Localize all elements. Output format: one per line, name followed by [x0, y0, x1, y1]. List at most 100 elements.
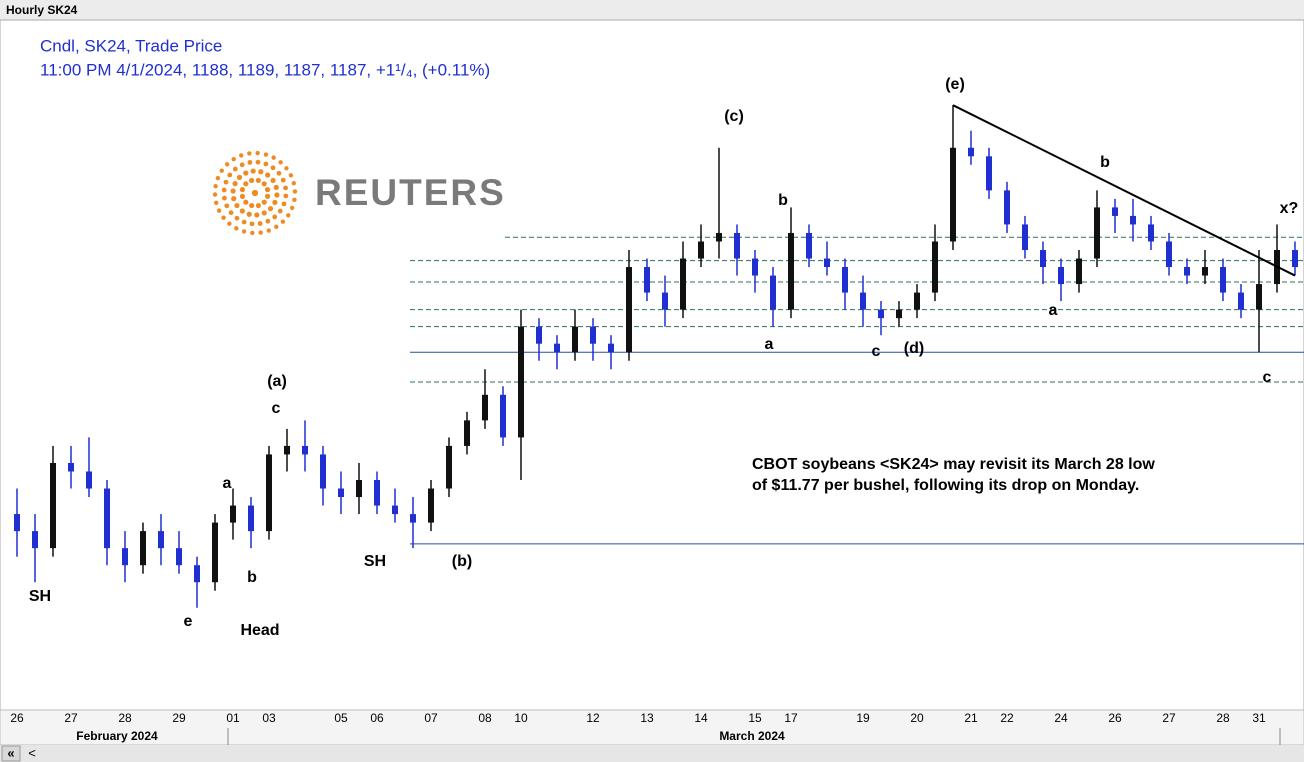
candle-body: [950, 147, 956, 242]
logo-dot: [292, 197, 297, 203]
wave-label: c: [872, 343, 881, 360]
logo-dot: [261, 210, 267, 216]
scroll-left-icon[interactable]: <: [28, 745, 36, 760]
candle-body: [230, 505, 236, 523]
candle-body: [500, 394, 506, 438]
x-tick-label: 13: [640, 711, 654, 725]
logo-dot: [284, 166, 289, 171]
logo-dot: [231, 196, 237, 202]
x-tick-label: 07: [424, 711, 438, 725]
logo-dot: [255, 202, 261, 209]
logo-dot: [250, 230, 255, 236]
logo-dot: [215, 175, 221, 181]
candle-body: [914, 292, 920, 310]
logo-dot: [261, 199, 267, 205]
logo-dot: [273, 184, 279, 190]
wave-label: x?: [1280, 200, 1299, 217]
x-tick-label: 31: [1252, 711, 1266, 725]
wave-label: b: [247, 569, 257, 586]
logo-dot: [243, 199, 249, 205]
x-tick-label: 08: [478, 711, 492, 725]
candle-body: [356, 480, 362, 498]
candle-body: [788, 232, 794, 310]
candle-body: [752, 258, 758, 276]
candle-body: [266, 454, 272, 532]
logo-dot: [263, 152, 269, 157]
wave-label: (a): [267, 373, 287, 390]
candle-body: [968, 147, 974, 157]
candle-body: [1040, 250, 1046, 268]
candle-body: [464, 420, 470, 446]
candle-body: [1130, 215, 1136, 225]
logo-dot: [232, 166, 238, 172]
logo-dot: [280, 177, 286, 183]
wave-label: a: [1049, 302, 1058, 319]
candle-body: [608, 343, 614, 353]
candle-body: [626, 267, 632, 353]
logo-dot: [234, 215, 240, 221]
logo-dot: [224, 162, 230, 167]
x-tick-label: 01: [226, 711, 240, 725]
logo-dot: [267, 206, 274, 212]
x-tick-label: 26: [10, 711, 24, 725]
wave-label: a: [223, 475, 232, 492]
candle-body: [32, 531, 38, 549]
candle-body: [446, 445, 452, 489]
candle-body: [1292, 250, 1298, 268]
logo-dot: [288, 173, 294, 178]
logo-dot: [286, 213, 291, 218]
logo-dot: [281, 201, 287, 207]
logo-dot: [234, 226, 239, 231]
wave-label: Head: [240, 622, 279, 639]
wave-label: c: [1263, 369, 1272, 386]
x-tick-label: 19: [856, 711, 870, 725]
reuters-logo: [212, 150, 298, 236]
candle-body: [1004, 190, 1010, 225]
candle-body: [14, 514, 20, 532]
logo-dot: [221, 187, 227, 193]
candle-body: [1094, 207, 1100, 259]
logo-dot: [239, 208, 245, 214]
x-tick-label: 20: [910, 711, 924, 725]
logo-dot: [283, 193, 289, 199]
candle-body: [1076, 258, 1082, 285]
scroll-start-icon[interactable]: «: [7, 745, 14, 760]
logo-dot: [254, 212, 260, 218]
candle-body: [590, 326, 596, 344]
wave-label: b: [1100, 154, 1110, 171]
logo-dot: [278, 160, 283, 165]
logo-dot: [241, 219, 247, 225]
logo-dot: [227, 221, 232, 226]
candle-body: [1202, 267, 1208, 276]
candle-body: [1148, 224, 1154, 242]
candle-body: [302, 445, 308, 455]
candle-body: [698, 241, 704, 259]
scroll-start-button[interactable]: [1, 745, 21, 762]
logo-dot: [266, 228, 271, 233]
candle-body: [482, 394, 488, 421]
candle-body: [734, 232, 740, 259]
logo-dot: [239, 153, 244, 158]
logo-dot: [272, 214, 278, 220]
candle-body: [374, 480, 380, 506]
wave-label: SH: [364, 553, 386, 570]
header-line: 11:00 PM 4/1/2024, 1188, 1189, 1187, 118…: [40, 60, 490, 79]
logo-dot: [227, 172, 233, 178]
candle-body: [932, 241, 938, 293]
x-tick-label: 27: [64, 711, 78, 725]
logo-dot: [258, 230, 263, 235]
logo-dot: [231, 156, 236, 162]
logo-text: REUTERS: [315, 172, 506, 213]
logo-dot: [249, 177, 255, 184]
logo-dot: [234, 202, 240, 209]
x-tick-label: 26: [1108, 711, 1122, 725]
logo-dot: [283, 185, 288, 191]
logo-dot: [252, 190, 258, 196]
candle-body: [1058, 267, 1064, 285]
x-tick-label: 22: [1000, 711, 1014, 725]
wave-label: c: [272, 400, 281, 417]
wave-label: a: [765, 336, 774, 353]
candle-body: [50, 462, 56, 549]
candle-body: [662, 292, 668, 310]
